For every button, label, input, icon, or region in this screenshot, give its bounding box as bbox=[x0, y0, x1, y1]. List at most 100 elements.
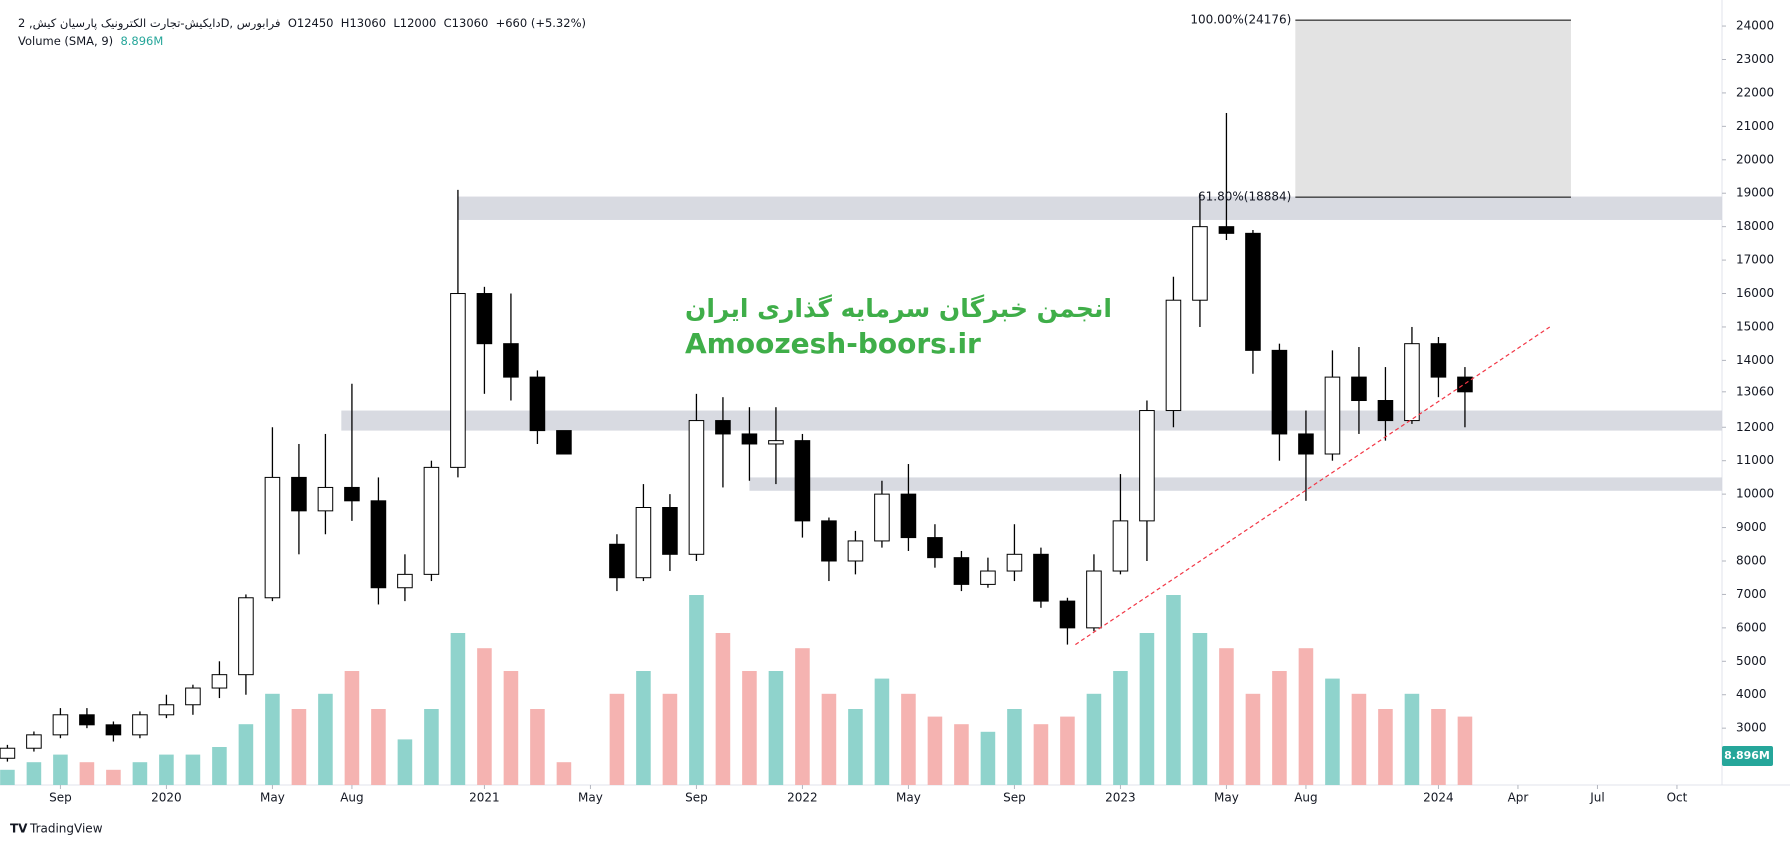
volume-bar bbox=[1272, 671, 1287, 785]
y-tick-label: 24000 bbox=[1736, 19, 1774, 33]
candle-body bbox=[847, 540, 864, 562]
volume-bar bbox=[848, 709, 863, 785]
volume-bar bbox=[344, 671, 360, 785]
volume-value: 8.896M bbox=[120, 34, 164, 48]
candle-body bbox=[1324, 376, 1341, 455]
candle-body bbox=[1112, 520, 1129, 572]
volume-bar bbox=[79, 762, 95, 785]
candle-body bbox=[715, 420, 731, 435]
x-tick-label: 2022 bbox=[787, 791, 818, 805]
candle-body bbox=[79, 714, 95, 726]
candle-body bbox=[1457, 376, 1473, 393]
fib-label: 100.00%(24176) bbox=[1190, 13, 1291, 27]
candle-body bbox=[1351, 376, 1367, 402]
y-tick-label: 15000 bbox=[1736, 319, 1774, 333]
candle-body bbox=[1192, 226, 1208, 301]
candle-body bbox=[52, 714, 69, 736]
volume-bar bbox=[397, 739, 413, 785]
x-tick-label: 2024 bbox=[1423, 791, 1454, 805]
volume-bar bbox=[291, 709, 307, 785]
legend-header: دایکیش-تجارت الکترونیک پارسیان کیش, 2D, … bbox=[18, 16, 586, 30]
volume-bar bbox=[795, 648, 810, 785]
x-tick-label: 2020 bbox=[151, 791, 182, 805]
volume-bar bbox=[954, 724, 969, 785]
candle-body bbox=[105, 724, 122, 736]
candle-body bbox=[1059, 600, 1076, 629]
volume-bar bbox=[185, 754, 201, 785]
volume-bar bbox=[477, 648, 492, 785]
x-tick-label: May bbox=[896, 791, 921, 805]
fib-box bbox=[1295, 20, 1571, 198]
volume-bar bbox=[662, 693, 678, 785]
x-tick-label: Sep bbox=[1003, 791, 1026, 805]
volume-bar bbox=[821, 693, 837, 785]
candle-body bbox=[1006, 553, 1023, 572]
volume-bar bbox=[1219, 648, 1234, 785]
volume-bar bbox=[901, 693, 916, 785]
volume-bar bbox=[1192, 633, 1208, 785]
volume-bar bbox=[450, 633, 466, 785]
volume-bar bbox=[874, 678, 890, 785]
volume-bar bbox=[1457, 716, 1473, 785]
candle-body bbox=[397, 573, 413, 589]
volume-bar bbox=[715, 633, 731, 785]
candle-body bbox=[662, 507, 678, 555]
y-tick-label: 20000 bbox=[1736, 152, 1774, 166]
y-tick-label: 12000 bbox=[1736, 420, 1774, 434]
volume-bar bbox=[609, 693, 625, 785]
volume-bar bbox=[1166, 595, 1181, 785]
volume-bar bbox=[742, 671, 757, 785]
ohlc: H13060 bbox=[340, 16, 387, 30]
candle-body bbox=[529, 376, 546, 432]
candle-body bbox=[344, 486, 360, 502]
volume-bar bbox=[371, 709, 386, 785]
volume-bar bbox=[1113, 671, 1128, 785]
y-tick-label: 13060 bbox=[1736, 384, 1774, 398]
candle-body bbox=[370, 500, 387, 589]
volume-bar bbox=[26, 762, 42, 785]
y-tick-label: 23000 bbox=[1736, 52, 1774, 66]
candle-body bbox=[874, 493, 890, 542]
candle-body bbox=[185, 687, 201, 706]
candle-body bbox=[900, 493, 917, 539]
volume-tag-label: 8.896M bbox=[1724, 749, 1770, 762]
candle-body bbox=[132, 714, 148, 736]
candle-body bbox=[264, 476, 281, 599]
volume-bar bbox=[556, 762, 572, 785]
y-tick-label: 9000 bbox=[1736, 520, 1767, 534]
volume-bar bbox=[530, 709, 545, 785]
candle-body bbox=[476, 293, 493, 345]
candle-body bbox=[821, 520, 837, 562]
volume-bar bbox=[1007, 709, 1022, 785]
ohlc: L12000 bbox=[393, 16, 437, 30]
change: +660 (+5.32%) bbox=[495, 16, 586, 30]
volume-bar bbox=[212, 747, 227, 785]
candle-body bbox=[1139, 410, 1155, 522]
y-tick-label: 19000 bbox=[1736, 186, 1774, 200]
sr-zone bbox=[749, 477, 1722, 491]
candle-body bbox=[503, 343, 519, 378]
volume-bar bbox=[1086, 693, 1102, 785]
candle-body bbox=[1430, 343, 1447, 378]
footer-logo: TV bbox=[10, 822, 28, 836]
y-tick-label: 16000 bbox=[1736, 286, 1774, 300]
candle-body bbox=[1404, 343, 1420, 422]
volume-bar bbox=[159, 754, 174, 785]
candle-body bbox=[688, 420, 705, 555]
candle-body bbox=[1377, 400, 1394, 422]
candle-body bbox=[927, 537, 943, 559]
candle-body bbox=[635, 507, 652, 579]
x-tick-label: Aug bbox=[340, 791, 363, 805]
candle-body bbox=[1245, 232, 1261, 351]
volume-bar bbox=[1245, 693, 1261, 785]
x-tick-label: Sep bbox=[49, 791, 72, 805]
volume-bar bbox=[0, 769, 15, 785]
volume-bar bbox=[768, 671, 784, 785]
candle-body bbox=[953, 557, 970, 585]
volume-bar bbox=[503, 671, 519, 785]
y-tick-label: 8000 bbox=[1736, 553, 1767, 567]
volume-tag bbox=[1722, 746, 1773, 766]
candle-body bbox=[556, 430, 572, 455]
y-tick-label: 21000 bbox=[1736, 119, 1774, 133]
x-tick-label: Oct bbox=[1667, 791, 1688, 805]
